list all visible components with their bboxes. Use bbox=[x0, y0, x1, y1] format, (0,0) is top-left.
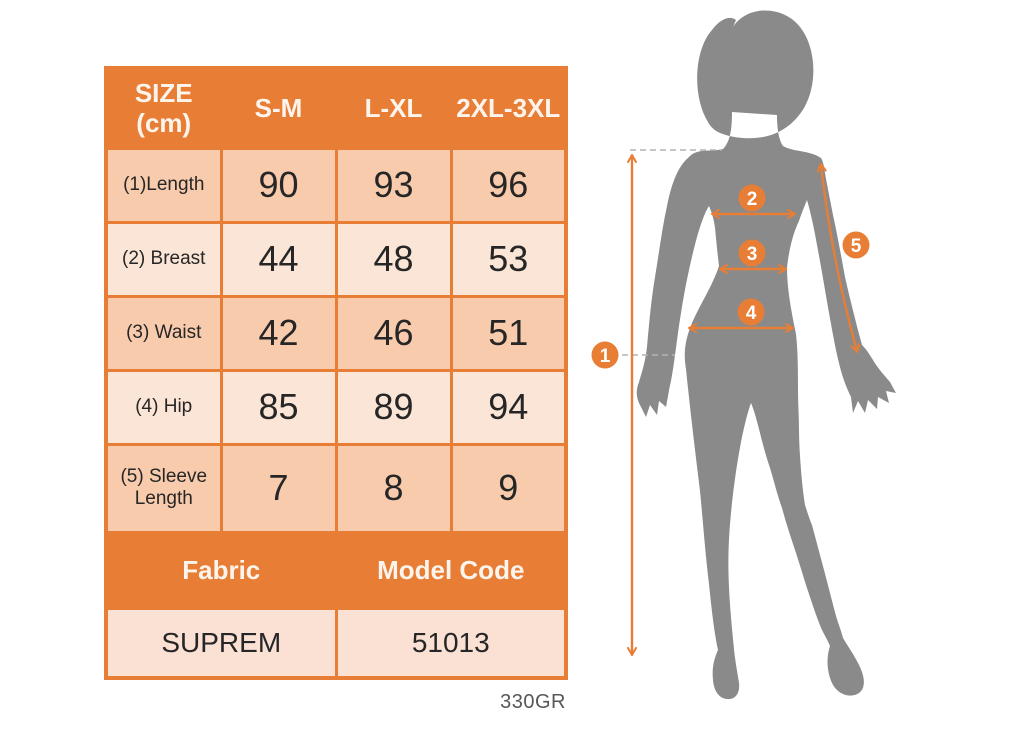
breast-sm-value: 44 bbox=[219, 220, 338, 298]
breast-lxl-value: 48 bbox=[334, 220, 453, 298]
weight-note: 330GR bbox=[500, 691, 566, 713]
table-row-breast: (2) Breast 44 48 53 bbox=[104, 220, 568, 298]
table-row-length: (1)Length 90 93 96 bbox=[104, 146, 568, 224]
sleeve-sm-value: 7 bbox=[219, 442, 338, 534]
model-code-value: 51013 bbox=[334, 606, 568, 680]
sleeve-lxl-value: 8 bbox=[334, 442, 453, 534]
details-value-row: SUPREM 51013 bbox=[104, 606, 568, 680]
marker-circle-2 bbox=[738, 184, 766, 212]
length-2xl3xl-value: 96 bbox=[449, 146, 568, 224]
fabric-header: Fabric bbox=[104, 530, 338, 610]
breast-2xl3xl-value: 53 bbox=[449, 220, 568, 298]
hip-lxl-value: 89 bbox=[334, 368, 453, 446]
row-label-sleeve-length: (5) Sleeve Length bbox=[104, 442, 223, 534]
row-label-hip: (4) Hip bbox=[104, 368, 223, 446]
row-label-length: (1)Length bbox=[104, 146, 223, 224]
waist-sm-value: 42 bbox=[219, 294, 338, 372]
fabric-value: SUPREM bbox=[104, 606, 338, 680]
marker-number-1: 1 bbox=[600, 346, 611, 367]
sleeve-arrow bbox=[816, 163, 861, 353]
col-header-size-cm: SIZE (cm) bbox=[104, 66, 223, 150]
table-row-hip: (4) Hip 85 89 94 bbox=[104, 368, 568, 446]
table-row-waist: (3) Waist 42 46 51 bbox=[104, 294, 568, 372]
measurement-figure: 1 2 3 4 5 bbox=[591, 10, 896, 700]
marker-circle-1 bbox=[591, 341, 619, 369]
length-lxl-value: 93 bbox=[334, 146, 453, 224]
length-sm-value: 90 bbox=[219, 146, 338, 224]
marker-number-2: 2 bbox=[747, 189, 758, 210]
col-header-2xl-3xl: 2XL-3XL bbox=[449, 66, 568, 150]
waist-lxl-value: 46 bbox=[334, 294, 453, 372]
hip-2xl3xl-value: 94 bbox=[449, 368, 568, 446]
marker-circle-5 bbox=[842, 231, 870, 259]
table-header-row: SIZE (cm) S-M L-XL 2XL-3XL bbox=[104, 66, 568, 150]
marker-number-4: 4 bbox=[746, 303, 757, 324]
row-label-breast: (2) Breast bbox=[104, 220, 223, 298]
size-chart-table: SIZE (cm) S-M L-XL 2XL-3XL (1)Length 90 … bbox=[104, 66, 568, 680]
waist-2xl3xl-value: 51 bbox=[449, 294, 568, 372]
row-label-waist: (3) Waist bbox=[104, 294, 223, 372]
details-header-row: Fabric Model Code bbox=[104, 530, 568, 610]
marker-number-5: 5 bbox=[851, 236, 862, 257]
marker-number-3: 3 bbox=[747, 244, 758, 265]
woman-silhouette bbox=[636, 10, 896, 700]
col-header-l-xl: L-XL bbox=[334, 66, 453, 150]
sleeve-2xl3xl-value: 9 bbox=[449, 442, 568, 534]
marker-circle-4 bbox=[737, 298, 765, 326]
model-code-header: Model Code bbox=[334, 530, 568, 610]
marker-circle-3 bbox=[738, 239, 766, 267]
col-header-s-m: S-M bbox=[219, 66, 338, 150]
table-row-sleeve-length: (5) Sleeve Length 7 8 9 bbox=[104, 442, 568, 534]
hip-sm-value: 85 bbox=[219, 368, 338, 446]
